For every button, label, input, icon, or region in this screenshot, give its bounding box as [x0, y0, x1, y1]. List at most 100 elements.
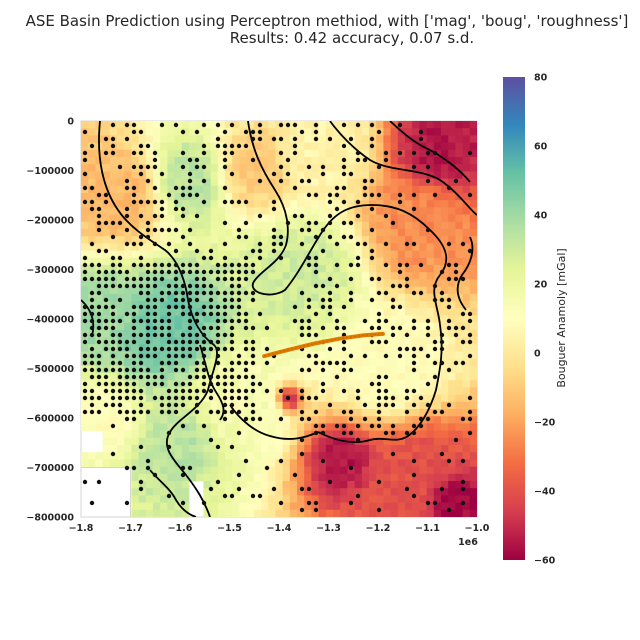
heatmap-cell — [203, 229, 211, 237]
heatmap-cell — [441, 193, 449, 201]
sample-point — [299, 437, 305, 443]
sample-point — [397, 269, 403, 275]
heatmap-cell — [347, 322, 355, 331]
heatmap-cell — [189, 229, 197, 237]
heatmap-cell — [469, 214, 477, 223]
heatmap-cell — [412, 344, 420, 352]
heatmap-cell — [325, 315, 334, 323]
heatmap-cell — [261, 157, 269, 165]
heatmap-cell — [275, 394, 283, 403]
sample-point — [82, 304, 88, 310]
heatmap-cell — [455, 351, 463, 359]
sample-point — [138, 199, 144, 205]
heatmap-cell — [167, 157, 175, 165]
sample-point — [96, 325, 102, 331]
heatmap-cell — [369, 279, 377, 287]
heatmap-cell — [311, 243, 319, 251]
heatmap-cell — [325, 387, 334, 395]
heatmap-cell — [361, 236, 370, 244]
heatmap-cell — [196, 121, 204, 129]
heatmap-cell — [304, 409, 312, 417]
sample-point — [145, 367, 151, 373]
heatmap-cell — [102, 236, 111, 244]
sample-point — [187, 332, 193, 338]
sample-point — [341, 409, 347, 415]
heatmap-cell — [102, 128, 111, 136]
heatmap-cell — [217, 178, 226, 187]
heatmap-cell — [268, 250, 276, 259]
sample-point — [166, 339, 172, 345]
heatmap-cell — [469, 221, 477, 230]
heatmap-cell — [246, 373, 255, 381]
heatmap-cell — [181, 178, 190, 187]
heatmap-cell — [325, 473, 334, 482]
heatmap-cell — [405, 171, 413, 179]
sample-point — [159, 269, 165, 275]
heatmap-cell — [347, 121, 355, 129]
heatmap-cell — [196, 279, 204, 287]
heatmap-cell — [462, 473, 471, 482]
heatmap-cell — [354, 193, 363, 201]
sample-point — [89, 199, 95, 205]
heatmap-cell — [340, 193, 348, 201]
heatmap-cell — [347, 387, 355, 395]
sample-point — [243, 367, 249, 373]
heatmap-cell — [261, 221, 269, 230]
heatmap-cell — [268, 164, 276, 172]
heatmap-cell — [261, 250, 269, 259]
heatmap-cell — [81, 178, 89, 187]
heatmap-cell — [181, 365, 190, 374]
heatmap-cell — [469, 157, 477, 165]
heatmap-cell — [181, 243, 190, 251]
heatmap-cell — [405, 495, 413, 503]
heatmap-cell — [340, 279, 348, 287]
sample-point — [208, 346, 214, 352]
heatmap-cell — [297, 214, 305, 223]
sample-point — [103, 402, 109, 408]
heatmap-cell — [109, 214, 118, 223]
sample-point — [243, 388, 249, 394]
heatmap-cell — [95, 185, 103, 194]
heatmap-cell — [124, 236, 132, 244]
sample-point — [159, 199, 165, 205]
heatmap-cell — [477, 380, 485, 388]
sample-point — [138, 241, 144, 247]
heatmap-cell — [397, 272, 406, 280]
heatmap-cell — [131, 495, 139, 503]
heatmap-cell — [340, 401, 348, 410]
heatmap-cell — [102, 358, 111, 367]
heatmap-cell — [196, 142, 204, 151]
heatmap-cell — [441, 200, 449, 208]
heatmap-cell — [405, 286, 413, 295]
heatmap-cell — [325, 142, 334, 151]
heatmap-cell — [203, 214, 211, 223]
sample-point — [138, 255, 144, 261]
heatmap-cell — [318, 193, 327, 201]
heatmap-cell — [441, 329, 449, 338]
heatmap-cell — [167, 502, 175, 511]
heatmap-cell — [333, 437, 341, 446]
sample-point — [166, 388, 172, 394]
heatmap-cell — [203, 157, 211, 165]
sample-point — [117, 164, 123, 170]
heatmap-cell — [405, 322, 413, 331]
heatmap-cell — [455, 214, 463, 223]
heatmap-cell — [189, 279, 197, 287]
heatmap-cell — [88, 452, 96, 460]
sample-point — [131, 388, 137, 394]
sample-point — [369, 136, 375, 142]
heatmap-cell — [95, 401, 103, 410]
heatmap-cell — [225, 193, 233, 201]
heatmap-cell — [88, 178, 96, 187]
sample-point — [299, 325, 305, 331]
heatmap-cell — [232, 466, 240, 475]
sample-point — [369, 255, 375, 261]
sample-point — [229, 444, 235, 450]
sample-point — [383, 388, 389, 394]
sample-point — [320, 458, 326, 464]
heatmap-cell — [455, 207, 463, 215]
heatmap-cell — [448, 279, 456, 287]
basin-outline — [149, 469, 197, 517]
heatmap-cell — [405, 221, 413, 230]
sample-point — [383, 150, 389, 156]
